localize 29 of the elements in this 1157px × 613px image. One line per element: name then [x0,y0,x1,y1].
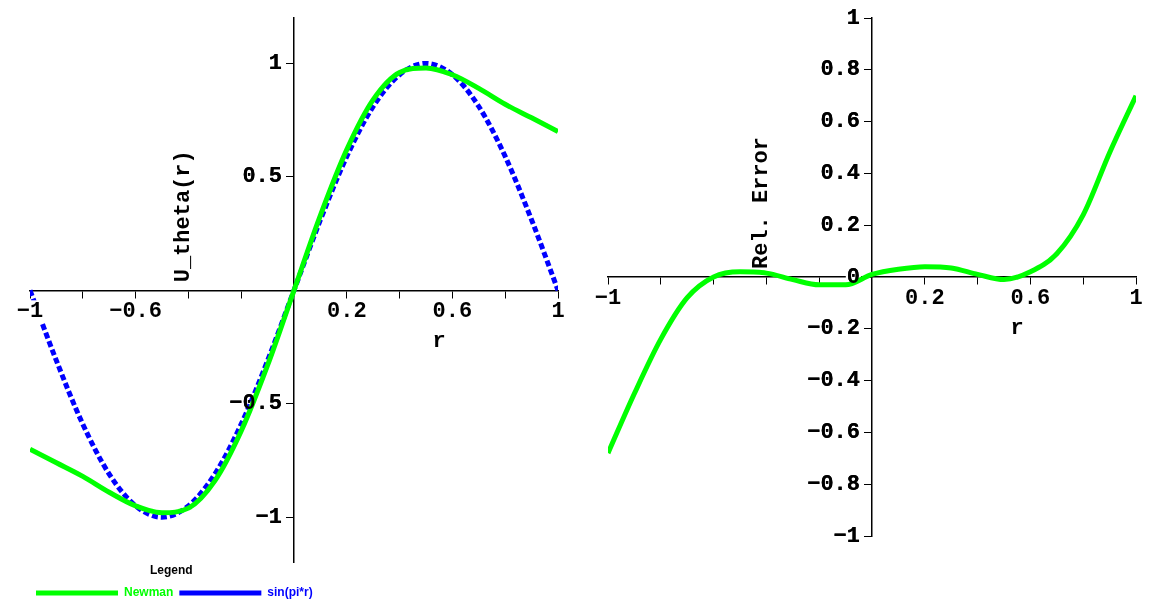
y-tick-label: −0.8 [807,471,860,497]
text: sin(pi*r) [267,585,313,600]
y-axis-title: Rel. Error [748,136,774,269]
x-axis-title: r [1010,315,1024,341]
y-tick-label: 0.8 [820,57,860,83]
x-tick-label: 0.6 [432,298,473,324]
y-tick-label: −1 [833,523,860,549]
y-axis-title: U_theta(r) [170,150,196,283]
x-tick-label: −1 [594,285,622,311]
y-tick-label: 0.4 [820,160,860,186]
y-tick-label: −0.6 [807,419,860,445]
x-tick-label: 0.2 [905,285,945,311]
y-tick-label: 1 [268,50,282,76]
text: Newman [124,585,174,600]
x-tick-label: −0.6 [109,298,163,324]
legend-title: Legend [150,562,193,577]
y-tick-label: 0.2 [820,212,860,238]
y-tick-label: −0.2 [807,316,860,342]
y-tick-label: 0.5 [242,164,282,190]
y-tick-label: 1 [846,5,860,31]
x-tick-label: 0.2 [327,298,367,324]
y-tick-label: −0.4 [807,368,860,394]
x-tick-label: 0.6 [1010,285,1051,311]
y-tick-label: −1 [255,504,282,530]
x-axis-title: r [432,328,446,354]
x-tick-label: −1 [16,298,44,324]
x-tick-label: 1 [1129,285,1143,311]
x-tick-label: 1 [551,298,565,324]
y-tick-label: 0.6 [820,109,860,135]
